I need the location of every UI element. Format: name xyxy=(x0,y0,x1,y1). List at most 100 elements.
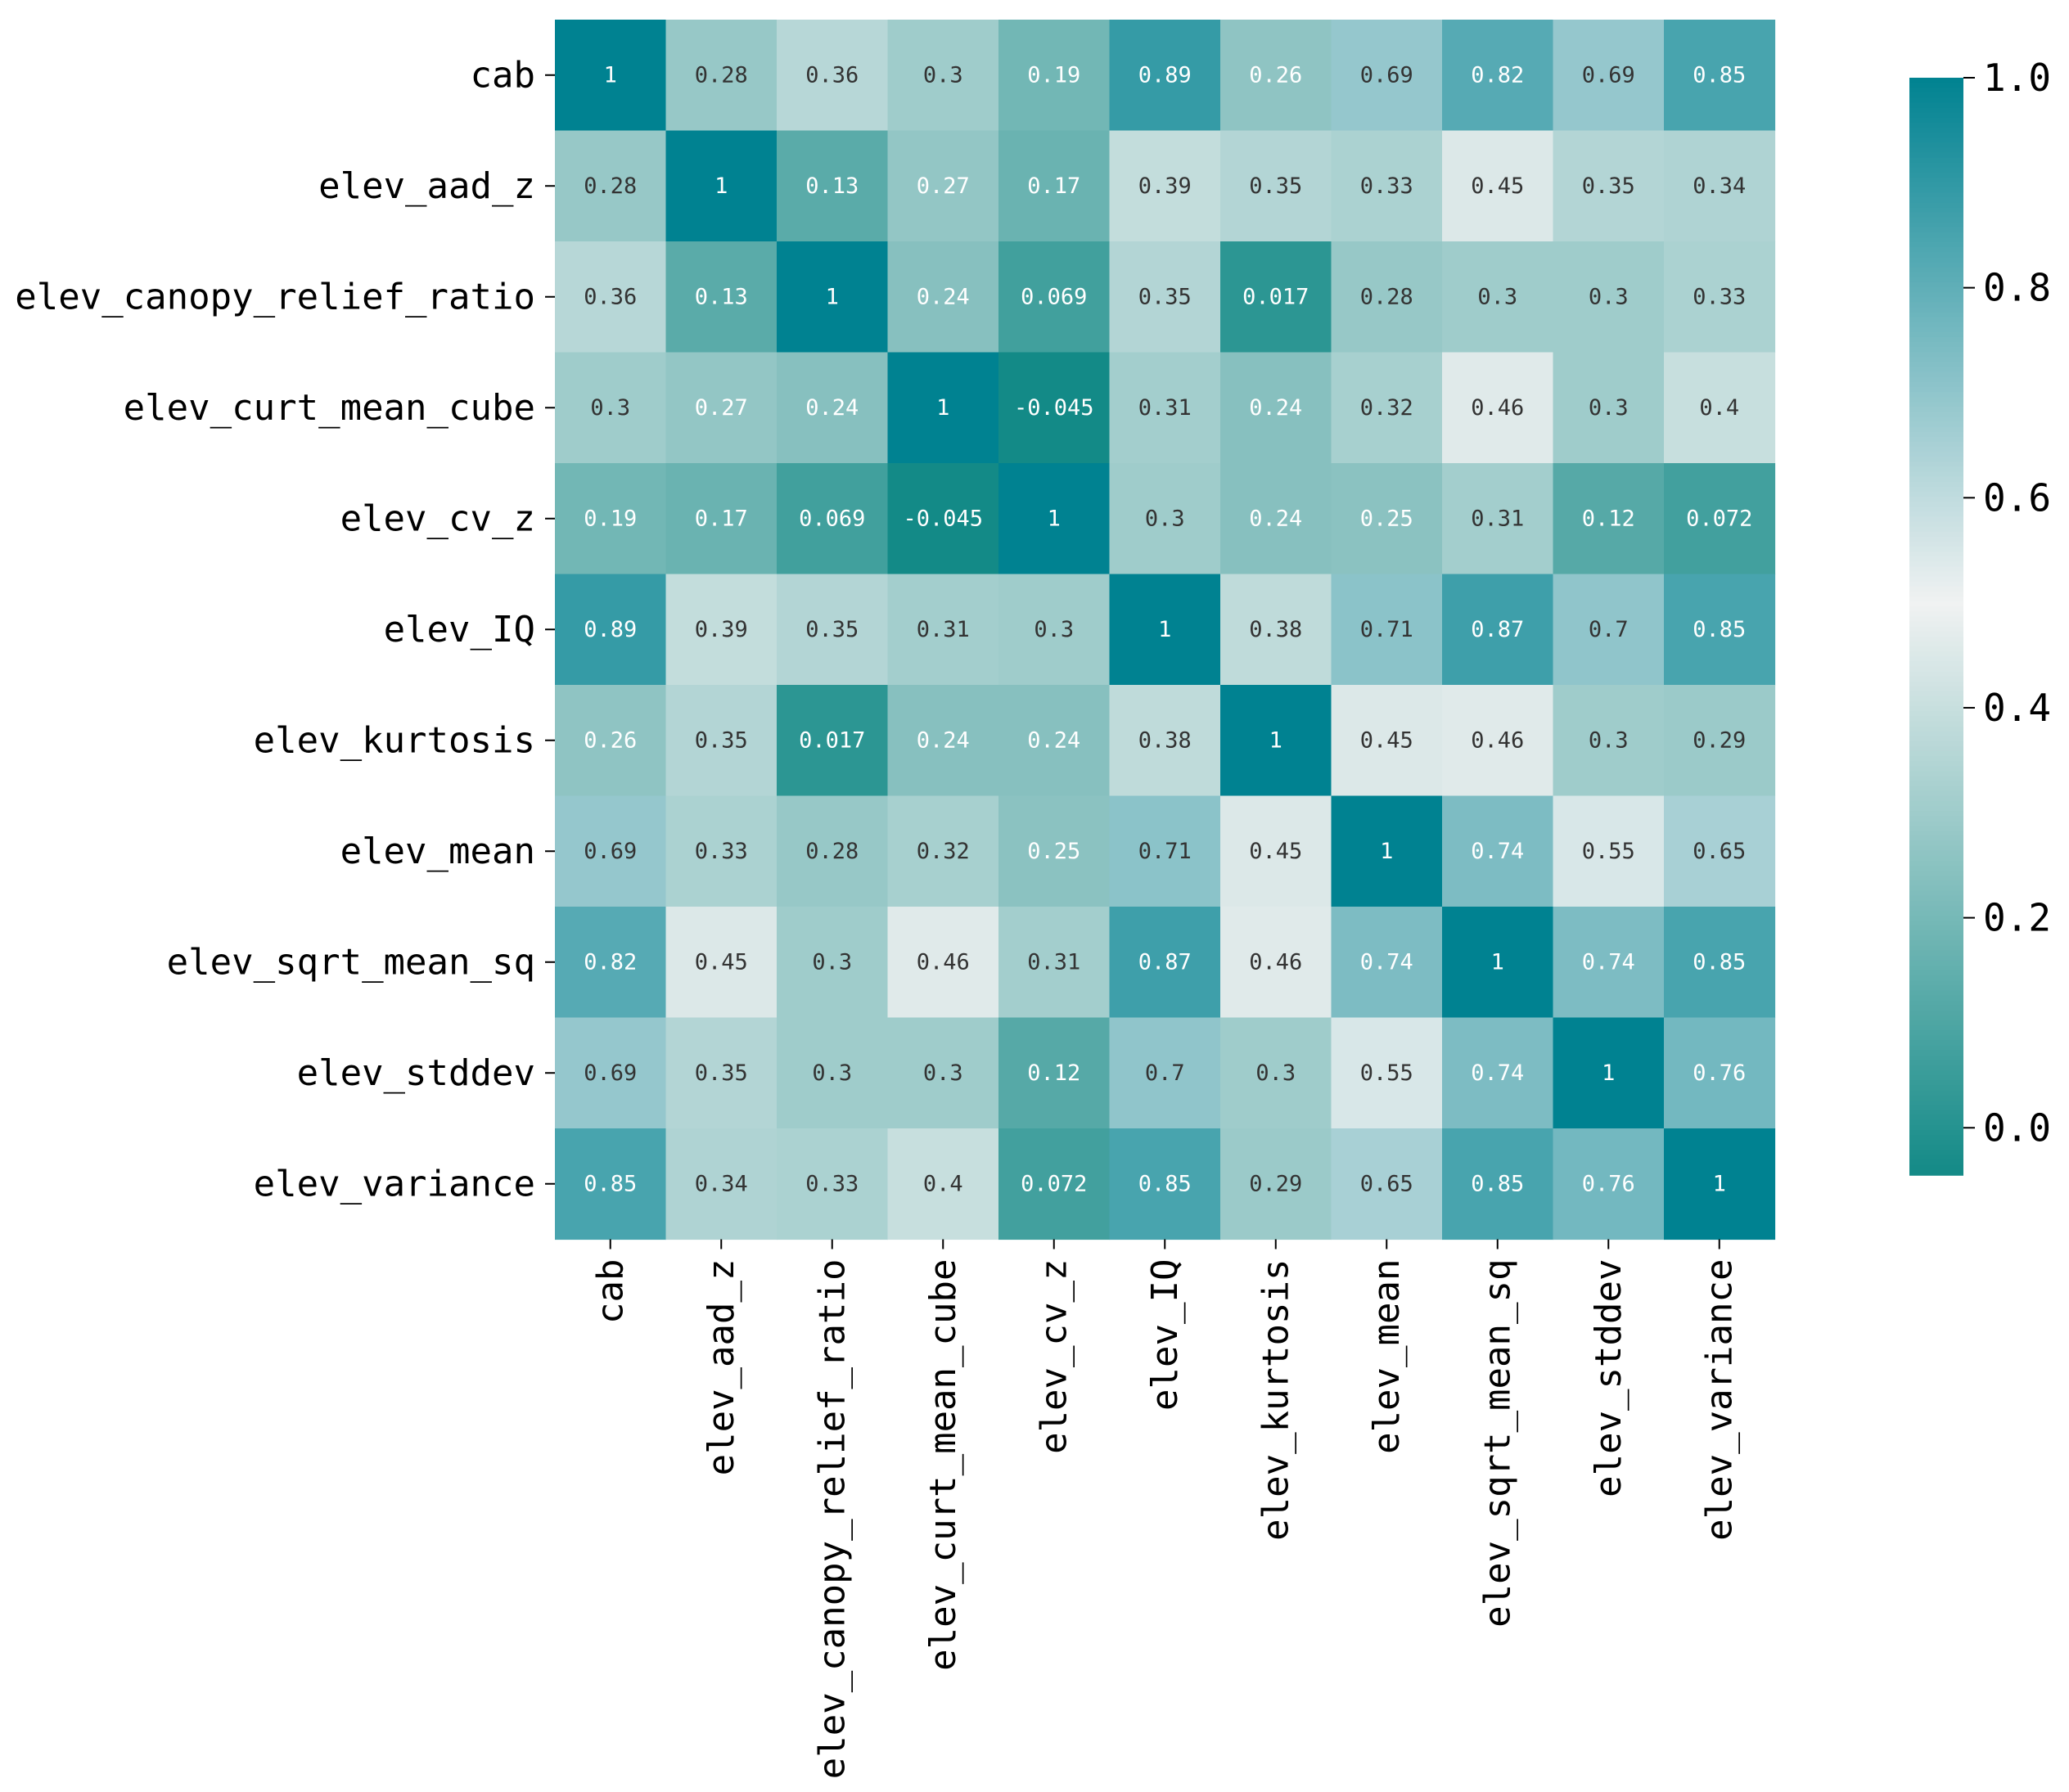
colorbar-slice xyxy=(1909,541,1963,547)
heatmap-cell-elev_aad_z-elev_canopy_relief_ratio xyxy=(777,130,889,242)
heatmap-cell-value: 0.27 xyxy=(917,173,970,199)
heatmap-cell-elev_aad_z-elev_variance xyxy=(1664,130,1776,242)
colorbar-slice xyxy=(1909,172,1963,178)
heatmap-cell-elev_variance-elev_mean xyxy=(1331,1128,1443,1240)
heatmap-cell-value: 1 xyxy=(1491,949,1504,975)
heatmap-cell-cab-elev_IQ xyxy=(1109,20,1221,132)
colorbar-slice xyxy=(1909,616,1963,623)
colorbar-slice xyxy=(1909,452,1963,458)
heatmap-cell-elev_canopy_relief_ratio-elev_cv_z xyxy=(998,241,1111,353)
colorbar-slice xyxy=(1909,1070,1963,1076)
colorbar-slice xyxy=(1909,1005,1963,1011)
colorbar-slice xyxy=(1909,362,1963,368)
heatmap-cell-elev_canopy_relief_ratio-elev_aad_z xyxy=(665,241,778,353)
colorbar-slice xyxy=(1909,831,1963,837)
colorbar-slice xyxy=(1909,277,1963,283)
heatmap-cell-elev_variance-elev_variance xyxy=(1664,1128,1776,1240)
heatmap-cell-value: 0.13 xyxy=(695,284,748,309)
heatmap-cell-value: 0.55 xyxy=(1582,839,1635,864)
colorbar-slice xyxy=(1909,985,1963,992)
colorbar-slice xyxy=(1909,197,1963,204)
heatmap-cell-elev_sqrt_mean_sq-elev_mean xyxy=(1331,907,1443,1019)
heatmap-cell-elev_IQ-elev_kurtosis xyxy=(1220,574,1332,686)
colorbar-slice xyxy=(1909,1040,1963,1047)
heatmap-cell-cab-elev_kurtosis xyxy=(1220,20,1332,132)
heatmap-cell-value: 0.36 xyxy=(584,284,637,309)
heatmap-cell-value: 0.46 xyxy=(1471,395,1524,421)
heatmap-cell-value: 0.24 xyxy=(1249,506,1302,531)
heatmap-cell-elev_variance-elev_cv_z xyxy=(998,1128,1111,1240)
colorbar-slice xyxy=(1909,766,1963,772)
heatmap-cell-value: 0.3 xyxy=(1477,284,1517,309)
heatmap-cell-elev_curt_mean_cube-cab xyxy=(555,352,667,464)
heatmap-cell-value: 0.38 xyxy=(1249,617,1302,642)
colorbar-slice xyxy=(1909,745,1963,752)
heatmap-cell-value: 0.85 xyxy=(1138,1171,1192,1196)
heatmap-cell-elev_mean-elev_aad_z xyxy=(665,795,778,907)
row-label-elev_kurtosis: elev_kurtosis xyxy=(254,719,535,761)
colorbar-slice xyxy=(1909,771,1963,777)
colorbar-slice xyxy=(1909,646,1963,652)
heatmap-cell-elev_sqrt_mean_sq-cab xyxy=(555,907,667,1019)
heatmap-cell-cab-elev_curt_mean_cube xyxy=(887,20,999,132)
heatmap-cell-value: 0.46 xyxy=(917,949,970,975)
colorbar-slice xyxy=(1909,88,1963,94)
heatmap-cell-value: 0.82 xyxy=(584,949,637,975)
heatmap-cell-value: 0.74 xyxy=(1360,949,1413,975)
heatmap-cell-elev_aad_z-cab xyxy=(555,130,667,242)
heatmap-cell-value: 0.072 xyxy=(1021,1171,1087,1196)
colorbar-slice xyxy=(1909,895,1963,902)
colorbar-slice xyxy=(1909,521,1963,528)
colorbar-slice xyxy=(1909,212,1963,218)
heatmap-cell-elev_sqrt_mean_sq-elev_kurtosis xyxy=(1220,907,1332,1019)
row-label-elev_sqrt_mean_sq: elev_sqrt_mean_sq xyxy=(167,941,535,983)
heatmap-cell-elev_variance-elev_sqrt_mean_sq xyxy=(1442,1128,1554,1240)
colorbar-slice xyxy=(1909,441,1963,448)
heatmap-cell-elev_kurtosis-elev_stddev xyxy=(1553,685,1665,797)
colorbar-slice xyxy=(1909,78,1963,83)
colorbar-slice xyxy=(1909,1119,1963,1126)
colorbar-slice xyxy=(1909,975,1963,982)
colorbar-slice xyxy=(1909,117,1963,124)
colorbar-slice xyxy=(1909,92,1963,99)
heatmap-cell-value: 0.33 xyxy=(1360,173,1413,199)
colorbar-slice xyxy=(1909,786,1963,792)
colorbar-slice xyxy=(1909,731,1963,737)
heatmap-cell-elev_IQ-elev_variance xyxy=(1664,574,1776,686)
heatmap-cell-value: 0.69 xyxy=(1582,62,1635,88)
heatmap-cell-elev_stddev-elev_sqrt_mean_sq xyxy=(1442,1017,1554,1129)
colorbar-slice xyxy=(1909,133,1963,138)
heatmap-cell-elev_mean-elev_IQ xyxy=(1109,795,1221,907)
colorbar-slice xyxy=(1909,631,1963,637)
colorbar-slice xyxy=(1909,910,1963,916)
row-axis-labels: cab elev_aad_z elev_canopy_relief_ratioele… xyxy=(15,54,555,1204)
colorbar-slice xyxy=(1909,840,1963,847)
heatmap-cell-cab-cab xyxy=(555,20,667,132)
colorbar-slice xyxy=(1909,556,1963,563)
heatmap-cell-elev_cv_z-elev_canopy_relief_ratio xyxy=(777,463,889,575)
heatmap-cell-elev_sqrt_mean_sq-elev_stddev xyxy=(1553,907,1665,1019)
heatmap-cell-elev_aad_z-elev_sqrt_mean_sq xyxy=(1442,130,1554,242)
colorbar-slice xyxy=(1909,700,1963,707)
heatmap-cell-value: 0.34 xyxy=(1693,173,1746,199)
heatmap-cell-value: 0.29 xyxy=(1249,1171,1302,1196)
colorbar-slice xyxy=(1909,890,1963,897)
heatmap-cell-value: 0.39 xyxy=(1138,173,1192,199)
row-label-elev_cv_z: elev_cv_z xyxy=(340,498,535,539)
colorbar-slice xyxy=(1909,945,1963,952)
colorbar-slice xyxy=(1909,566,1963,573)
colorbar-slice xyxy=(1909,855,1963,862)
heatmap-cell-value: 0.19 xyxy=(584,506,637,531)
colorbar-slice xyxy=(1909,232,1963,238)
heatmap-cell-elev_stddev-elev_canopy_relief_ratio xyxy=(777,1017,889,1129)
heatmap-cell-elev_canopy_relief_ratio-elev_stddev xyxy=(1553,241,1665,353)
heatmap-cell-elev_mean-elev_mean xyxy=(1331,795,1443,907)
heatmap-cell-value: 1 xyxy=(1713,1171,1726,1196)
heatmap-cell-elev_aad_z-elev_stddev xyxy=(1553,130,1665,242)
colorbar-slice xyxy=(1909,127,1963,133)
heatmap-cell-cab-elev_aad_z xyxy=(665,20,778,132)
colorbar-slice xyxy=(1909,447,1963,453)
heatmap-cell-elev_curt_mean_cube-elev_IQ xyxy=(1109,352,1221,464)
colorbar-slice xyxy=(1909,466,1963,473)
heatmap-cell-elev_sqrt_mean_sq-elev_curt_mean_cube xyxy=(887,907,999,1019)
